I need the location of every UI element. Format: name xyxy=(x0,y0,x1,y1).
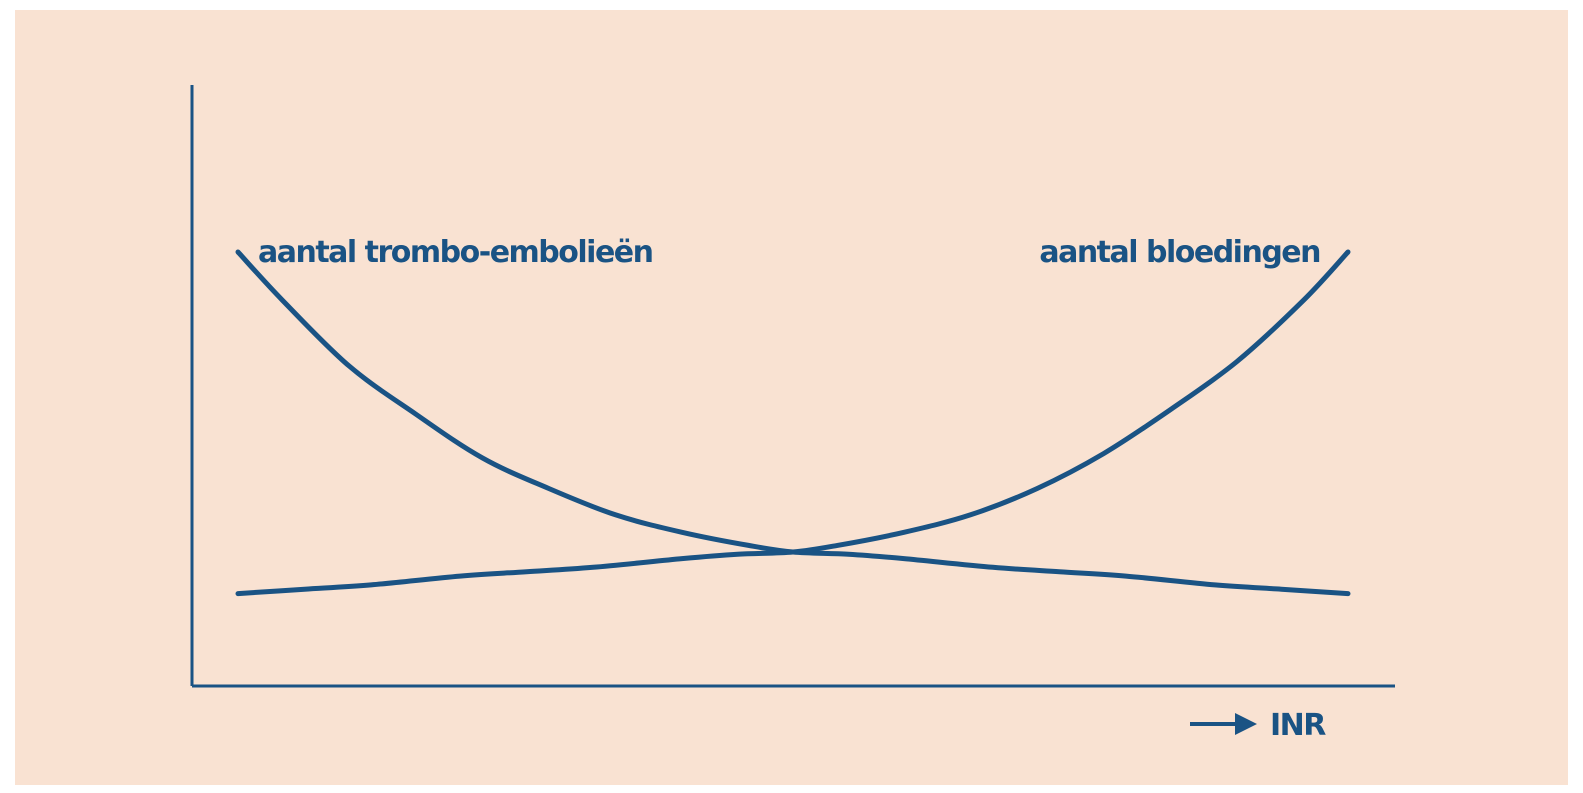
x-axis-label: INR xyxy=(1270,708,1326,743)
series-line-bloedingen xyxy=(235,249,1351,597)
series-label-trombo-embolieen: aantal trombo-embolieën xyxy=(258,235,653,270)
series-lines xyxy=(235,249,1351,597)
x-direction-arrow-icon xyxy=(1190,713,1257,735)
series-line-trombo-embolieen xyxy=(235,249,1351,597)
series-label-bloedingen: aantal bloedingen xyxy=(1039,235,1320,270)
chart-panel: aantal trombo-embolieën aantal bloedinge… xyxy=(15,10,1568,785)
axes xyxy=(190,85,1395,688)
chart: aantal trombo-embolieën aantal bloedinge… xyxy=(190,85,1395,743)
x-arrow-head xyxy=(1235,713,1257,735)
